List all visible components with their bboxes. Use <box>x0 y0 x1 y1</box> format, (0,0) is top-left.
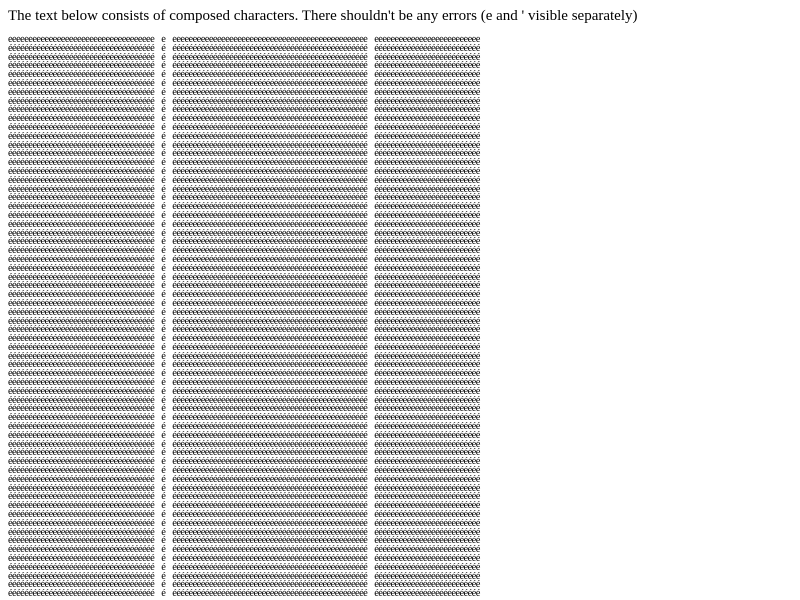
composed-text-line: éééééééééééééééééééééééééééééééééééé é é… <box>8 192 480 204</box>
composed-text-line: éééééééééééééééééééééééééééééééééééé é é… <box>8 429 480 441</box>
composed-text-line: éééééééééééééééééééééééééééééééééééé é é… <box>8 104 480 116</box>
composed-text-line: éééééééééééééééééééééééééééééééééééé é é… <box>8 359 480 371</box>
composed-text-line: éééééééééééééééééééééééééééééééééééé é é… <box>8 324 480 336</box>
composed-text-line: éééééééééééééééééééééééééééééééééééé é é… <box>8 438 480 450</box>
composed-text-line: éééééééééééééééééééééééééééééééééééé é é… <box>8 553 480 565</box>
composed-text-line: éééééééééééééééééééééééééééééééééééé é é… <box>8 306 480 318</box>
composed-text-line: éééééééééééééééééééééééééééééééééééé é é… <box>8 509 480 521</box>
composed-text-line: éééééééééééééééééééééééééééééééééééé é é… <box>8 482 480 494</box>
composed-text-line: éééééééééééééééééééééééééééééééééééé é é… <box>8 227 480 239</box>
composed-text-line: éééééééééééééééééééééééééééééééééééé é é… <box>8 69 480 81</box>
composed-text-line: éééééééééééééééééééééééééééééééééééé é é… <box>8 561 480 573</box>
composed-text-line: éééééééééééééééééééééééééééééééééééé é é… <box>8 174 480 186</box>
composed-text-line: éééééééééééééééééééééééééééééééééééé é é… <box>8 456 480 468</box>
composed-text-line: éééééééééééééééééééééééééééééééééééé é é… <box>8 130 480 142</box>
composed-text-line: éééééééééééééééééééééééééééééééééééé é é… <box>8 86 480 98</box>
composed-text-line: éééééééééééééééééééééééééééééééééééé é é… <box>8 535 480 547</box>
composed-text-line: éééééééééééééééééééééééééééééééééééé é é… <box>8 394 480 406</box>
composed-text-line: éééééééééééééééééééééééééééééééééééé é é… <box>8 165 480 177</box>
composed-text-line: éééééééééééééééééééééééééééééééééééé é é… <box>8 51 480 63</box>
composed-text-line: éééééééééééééééééééééééééééééééééééé é é… <box>8 36 480 45</box>
composed-text-line: éééééééééééééééééééééééééééééééééééé é é… <box>8 377 480 389</box>
composed-text-line: éééééééééééééééééééééééééééééééééééé é é… <box>8 201 480 213</box>
composed-text-line: éééééééééééééééééééééééééééééééééééé é é… <box>8 236 480 248</box>
composed-text-line: éééééééééééééééééééééééééééééééééééé é é… <box>8 315 480 327</box>
composed-text-line: éééééééééééééééééééééééééééééééééééé é é… <box>8 368 480 380</box>
composed-text-line: éééééééééééééééééééééééééééééééééééé é é… <box>8 95 480 107</box>
composed-text-line: éééééééééééééééééééééééééééééééééééé é é… <box>8 157 480 169</box>
composed-text-line: éééééééééééééééééééééééééééééééééééé é é… <box>8 245 480 257</box>
composed-text-line: éééééééééééééééééééééééééééééééééééé é é… <box>8 253 480 265</box>
composed-text-line: éééééééééééééééééééééééééééééééééééé é é… <box>8 465 480 477</box>
composed-text-line: éééééééééééééééééééééééééééééééééééé é é… <box>8 271 480 283</box>
composed-text-line: éééééééééééééééééééééééééééééééééééé é é… <box>8 333 480 345</box>
composed-text-line: éééééééééééééééééééééééééééééééééééé é é… <box>8 280 480 292</box>
composed-text-line: éééééééééééééééééééééééééééééééééééé é é… <box>8 77 480 89</box>
composed-text-line: éééééééééééééééééééééééééééééééééééé é é… <box>8 341 480 353</box>
composed-text-line: éééééééééééééééééééééééééééééééééééé é é… <box>8 209 480 221</box>
composed-text-line: éééééééééééééééééééééééééééééééééééé é é… <box>8 183 480 195</box>
composed-text-line: éééééééééééééééééééééééééééééééééééé é é… <box>8 526 480 538</box>
composed-text-line: éééééééééééééééééééééééééééééééééééé é é… <box>8 473 480 485</box>
composed-text-line: éééééééééééééééééééééééééééééééééééé é é… <box>8 262 480 274</box>
composed-text-line: éééééééééééééééééééééééééééééééééééé é é… <box>8 42 480 54</box>
composed-text-line: éééééééééééééééééééééééééééééééééééé é é… <box>8 297 480 309</box>
composed-text-line: éééééééééééééééééééééééééééééééééééé é é… <box>8 113 480 125</box>
composed-text-line: éééééééééééééééééééééééééééééééééééé é é… <box>8 570 480 582</box>
composed-text-line: éééééééééééééééééééééééééééééééééééé é é… <box>8 60 480 72</box>
composed-character-text: éééééééééééééééééééééééééééééééééééé é é… <box>8 36 800 600</box>
composed-text-line: éééééééééééééééééééééééééééééééééééé é é… <box>8 544 480 556</box>
intro-text: The text below consists of composed char… <box>8 8 638 24</box>
composed-text-line: éééééééééééééééééééééééééééééééééééé é é… <box>8 350 480 362</box>
composed-text-line: éééééééééééééééééééééééééééééééééééé é é… <box>8 148 480 160</box>
composed-text-line: éééééééééééééééééééééééééééééééééééé é é… <box>8 447 480 459</box>
composed-text-line: éééééééééééééééééééééééééééééééééééé é é… <box>8 588 480 600</box>
composed-text-line: éééééééééééééééééééééééééééééééééééé é é… <box>8 491 480 503</box>
composed-text-line: éééééééééééééééééééééééééééééééééééé é é… <box>8 139 480 151</box>
composed-text-line: éééééééééééééééééééééééééééééééééééé é é… <box>8 421 480 433</box>
composed-text-line: éééééééééééééééééééééééééééééééééééé é é… <box>8 403 480 415</box>
composed-text-line: éééééééééééééééééééééééééééééééééééé é é… <box>8 385 480 397</box>
composed-text-line: éééééééééééééééééééééééééééééééééééé é é… <box>8 218 480 230</box>
composed-text-line: éééééééééééééééééééééééééééééééééééé é é… <box>8 579 480 591</box>
composed-text-line: éééééééééééééééééééééééééééééééééééé é é… <box>8 289 480 301</box>
composed-text-line: éééééééééééééééééééééééééééééééééééé é é… <box>8 500 480 512</box>
composed-text-line: éééééééééééééééééééééééééééééééééééé é é… <box>8 517 480 529</box>
composed-text-line: éééééééééééééééééééééééééééééééééééé é é… <box>8 121 480 133</box>
composed-text-line: éééééééééééééééééééééééééééééééééééé é é… <box>8 412 480 424</box>
